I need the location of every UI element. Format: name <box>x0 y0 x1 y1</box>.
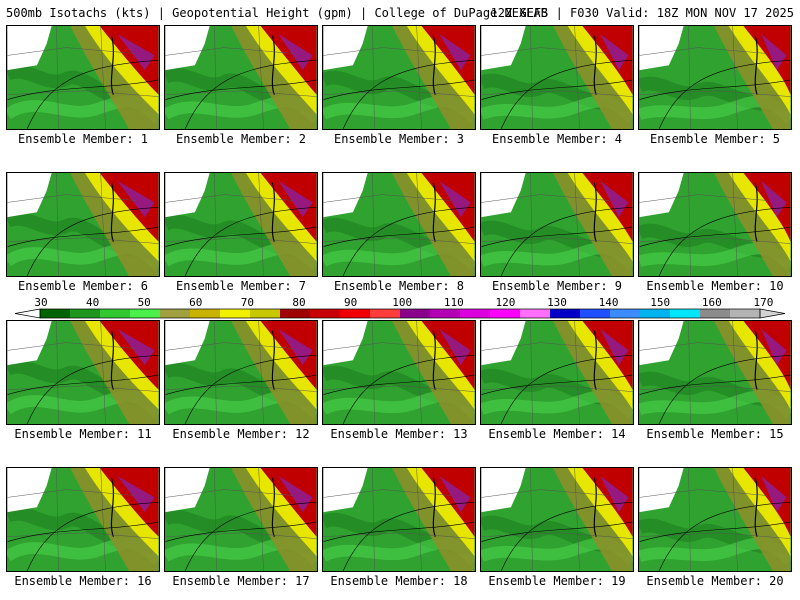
ensemble-map-panel <box>164 467 318 572</box>
ensemble-member-label: Ensemble Member: 4 <box>491 132 623 146</box>
ensemble-member-label: Ensemble Member: 2 <box>175 132 307 146</box>
colorbar-tick-label: 50 <box>137 296 151 309</box>
colorbar-tick-label: 40 <box>85 296 100 309</box>
ensemble-map-panel <box>322 320 476 425</box>
ensemble-map-panel <box>164 25 318 130</box>
ensemble-member-label: Ensemble Member: 1 <box>17 132 149 146</box>
colorbar-tick-label: 140 <box>598 296 619 309</box>
colorbar-tick-label: 90 <box>343 296 358 309</box>
ensemble-member-label: Ensemble Member: 3 <box>333 132 465 146</box>
ensemble-member-label: Ensemble Member: 13 <box>330 427 468 441</box>
ensemble-member-label: Ensemble Member: 9 <box>491 279 623 293</box>
ensemble-map-panel <box>6 467 160 572</box>
ensemble-map-panel <box>638 320 792 425</box>
colorbar-tick-label: 30 <box>34 296 48 309</box>
ensemble-map-panel <box>480 320 634 425</box>
colorbar-tick-label: 100 <box>392 296 413 309</box>
ensemble-map-panel <box>638 25 792 130</box>
ensemble-map-panel <box>638 172 792 277</box>
ensemble-member-label: Ensemble Member: 18 <box>330 574 468 588</box>
header-left-title: 500mb Isotachs (kts) | Geopotential Heig… <box>6 6 548 20</box>
colorbar-tick-label: 130 <box>547 296 567 309</box>
ensemble-member-label: Ensemble Member: 17 <box>172 574 310 588</box>
colorbar-tick-label: 80 <box>292 296 306 309</box>
ensemble-map-panel <box>164 320 318 425</box>
chart-header: 500mb Isotachs (kts) | Geopotential Heig… <box>6 4 794 22</box>
ensemble-map-panel <box>322 25 476 130</box>
ensemble-map-panel <box>322 172 476 277</box>
ensemble-member-label: Ensemble Member: 8 <box>333 279 465 293</box>
ensemble-member-label: Ensemble Member: 10 <box>646 279 784 293</box>
colorbar-tick-label: 120 <box>495 296 516 309</box>
colorbar-tick-label: 110 <box>443 296 464 309</box>
ensemble-member-label: Ensemble Member: 11 <box>14 427 152 441</box>
ensemble-member-label: Ensemble Member: 16 <box>14 574 152 588</box>
colorbar-tick-label: 60 <box>189 296 203 309</box>
ensemble-map-panel <box>480 172 634 277</box>
ensemble-map-panel <box>6 172 160 277</box>
colorbar-tick-label: 150 <box>650 296 671 309</box>
colorbar-tick-label: 160 <box>701 296 722 309</box>
ensemble-member-label: Ensemble Member: 12 <box>172 427 310 441</box>
ensemble-map-panel <box>638 467 792 572</box>
ensemble-member-label: Ensemble Member: 20 <box>646 574 784 588</box>
ensemble-map-panel <box>480 467 634 572</box>
colorbar-tick-label: 170 <box>753 296 774 309</box>
ensemble-member-label: Ensemble Member: 5 <box>649 132 781 146</box>
ensemble-member-label: Ensemble Member: 14 <box>488 427 626 441</box>
ensemble-member-label: Ensemble Member: 19 <box>488 574 626 588</box>
ensemble-map-panel <box>6 320 160 425</box>
ensemble-map-panel <box>322 467 476 572</box>
ensemble-map-panel <box>164 172 318 277</box>
ensemble-member-label: Ensemble Member: 7 <box>175 279 307 293</box>
ensemble-member-label: Ensemble Member: 6 <box>17 279 149 293</box>
header-right-title: 12Z GEFS | F030 Valid: 18Z MON NOV 17 20… <box>490 6 794 20</box>
ensemble-map-panel <box>6 25 160 130</box>
colorbar-tick-label: 70 <box>240 296 255 309</box>
ensemble-member-label: Ensemble Member: 15 <box>646 427 784 441</box>
ensemble-map-panel <box>480 25 634 130</box>
